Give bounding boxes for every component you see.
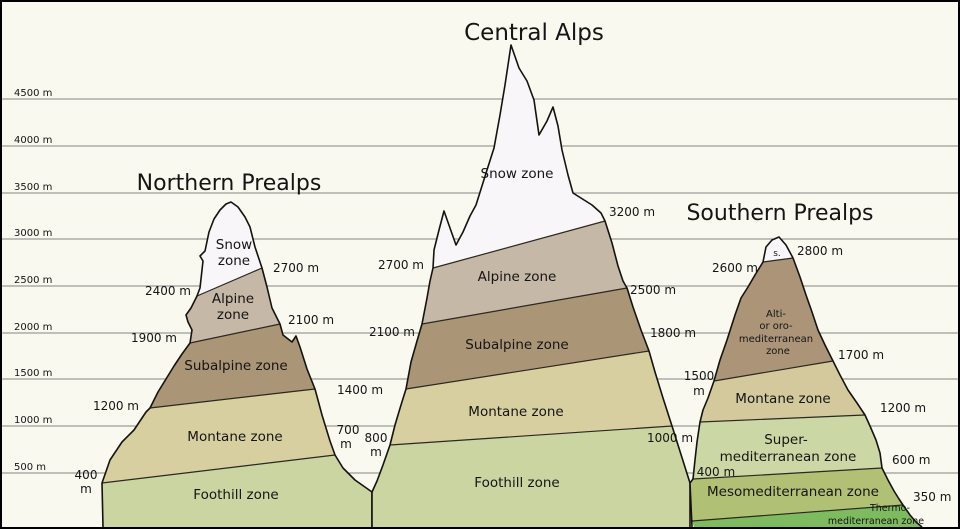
southern-montane-zone-area [700, 361, 865, 422]
central-elevation-2500: 2500 m [630, 283, 676, 297]
northern-alpine-zone-label-line2: zone [217, 307, 249, 323]
southern-thermo-mediterranean-zone-area [692, 505, 922, 527]
southern-mountain-outline [689, 236, 923, 528]
southern-alti-zone-label-line4: zone [766, 346, 790, 357]
northern-foothill-zone-label: Foothill zone [193, 487, 278, 503]
central-snow-zone-area [433, 45, 605, 268]
northern-foothill-zone-area [102, 455, 372, 527]
southern-elevation-1500-line2: m [693, 384, 705, 398]
southern-mesomediterranean-zone-area [690, 468, 903, 521]
southern-elevation-350: 350 m [913, 490, 951, 504]
northern-subalpine-zone-area [150, 324, 315, 408]
southern-labels: s. Alti- or oro- mediterranean zone Mont… [684, 244, 952, 527]
central-zone-boundaries [389, 220, 673, 446]
southern-elevation-400: 400 m [697, 465, 735, 479]
southern-elevation-1200: 1200 m [880, 401, 926, 415]
central-alpine-zone-area [422, 221, 627, 324]
mountain-northern-prealps [101, 201, 373, 528]
southern-elevation-1700: 1700 m [838, 348, 884, 362]
central-elevation-2100: 2100 m [369, 325, 415, 339]
elevation-axis: 4500 m 4000 m 3500 m 3000 m 2500 m 2000 … [14, 88, 52, 473]
northern-mountain-outline [101, 201, 373, 528]
northern-alpine-zone-area [186, 268, 280, 343]
northern-snow-zone-label-line2: zone [218, 253, 250, 269]
southern-super-mediterranean-zone-label-line2: mediterranean zone [720, 449, 857, 465]
central-montane-zone-label: Montane zone [468, 404, 563, 420]
northern-elevation-1900: 1900 m [131, 331, 177, 345]
axis-label-3500: 3500 m [14, 182, 52, 193]
central-elevation-3200: 3200 m [609, 205, 655, 219]
central-elevation-800-line1: 800 [365, 431, 388, 445]
northern-elevation-400-line2: m [80, 482, 92, 496]
central-elevation-2700: 2700 m [378, 258, 424, 272]
southern-montane-zone-label: Montane zone [735, 391, 830, 407]
northern-montane-zone-area [102, 389, 335, 483]
central-montane-zone-area [390, 351, 672, 445]
mountain-southern-prealps [689, 236, 923, 528]
northern-montane-zone-label: Montane zone [187, 429, 282, 445]
title-northern-prealps: Northern Prealps [137, 171, 322, 196]
northern-elevation-2700: 2700 m [273, 261, 319, 275]
northern-subalpine-zone-label: Subalpine zone [184, 358, 287, 374]
central-mountain-outline [371, 44, 691, 527]
southern-alti-zone-label-line1: Alti- [766, 309, 786, 320]
central-foothill-zone-area [372, 426, 690, 527]
southern-elevation-600: 600 m [892, 453, 930, 467]
northern-elevation-1200: 1200 m [93, 399, 139, 413]
northern-zone-boundaries [101, 267, 336, 484]
southern-mesomediterranean-zone-label: Mesomediterranean zone [707, 484, 879, 500]
southern-thermo-zone-label-line1: Thermo- [869, 503, 910, 514]
southern-thermo-zone-label-line2: mediterranean zone [828, 516, 924, 527]
southern-snow-abbr-label: s. [773, 249, 781, 259]
southern-elevation-2800: 2800 m [797, 244, 843, 258]
northern-elevation-400-line1: 400 [75, 468, 98, 482]
central-subalpine-zone-label: Subalpine zone [465, 337, 568, 353]
central-alpine-zone-label: Alpine zone [478, 269, 557, 285]
axis-label-2500: 2500 m [14, 275, 52, 286]
northern-elevation-2100: 2100 m [288, 313, 334, 327]
axis-label-2000: 2000 m [14, 322, 52, 333]
northern-snow-zone-area [197, 202, 262, 296]
axis-label-1000: 1000 m [14, 415, 52, 426]
northern-snow-zone-label-line1: Snow [216, 237, 252, 253]
central-elevation-1800: 1800 m [650, 326, 696, 340]
central-elevation-800-line2: m [370, 445, 382, 459]
northern-labels: Snow zone Alpine zone Subalpine zone Mon… [75, 237, 383, 503]
southern-elevation-1500-line1: 1500 [684, 369, 715, 383]
southern-alti-zone-label-line2: or oro- [759, 321, 793, 332]
axis-label-1500: 1500 m [14, 368, 52, 379]
axis-label-3000: 3000 m [14, 228, 52, 239]
southern-zone-boundaries [691, 257, 904, 522]
northern-elevation-700-line1: 700 [337, 423, 360, 437]
southern-super-mediterranean-zone-area [693, 415, 882, 479]
central-snow-zone-label: Snow zone [481, 166, 554, 182]
southern-alti-zone-label-line3: mediterranean [739, 334, 813, 345]
axis-label-4000: 4000 m [14, 135, 52, 146]
southern-elevation-2600: 2600 m [712, 261, 758, 275]
northern-alpine-zone-label-line1: Alpine [212, 291, 254, 307]
central-foothill-zone-label: Foothill zone [474, 475, 559, 491]
axis-label-500: 500 m [14, 462, 46, 473]
title-central-alps: Central Alps [464, 20, 604, 46]
title-southern-prealps: Southern Prealps [686, 201, 873, 226]
mountain-central-alps [371, 44, 691, 527]
northern-elevation-700-line2: m [340, 437, 352, 451]
central-labels: Snow zone Alpine zone Subalpine zone Mon… [365, 166, 697, 491]
central-elevation-1000: 1000 m [647, 431, 693, 445]
southern-super-mediterranean-zone-label-line1: Super- [764, 432, 808, 448]
northern-elevation-2400: 2400 m [145, 284, 191, 298]
northern-elevation-1400: 1400 m [337, 383, 383, 397]
central-subalpine-zone-area [406, 288, 649, 389]
axis-label-4500: 4500 m [14, 88, 52, 99]
southern-snow-cap-area [763, 237, 793, 262]
